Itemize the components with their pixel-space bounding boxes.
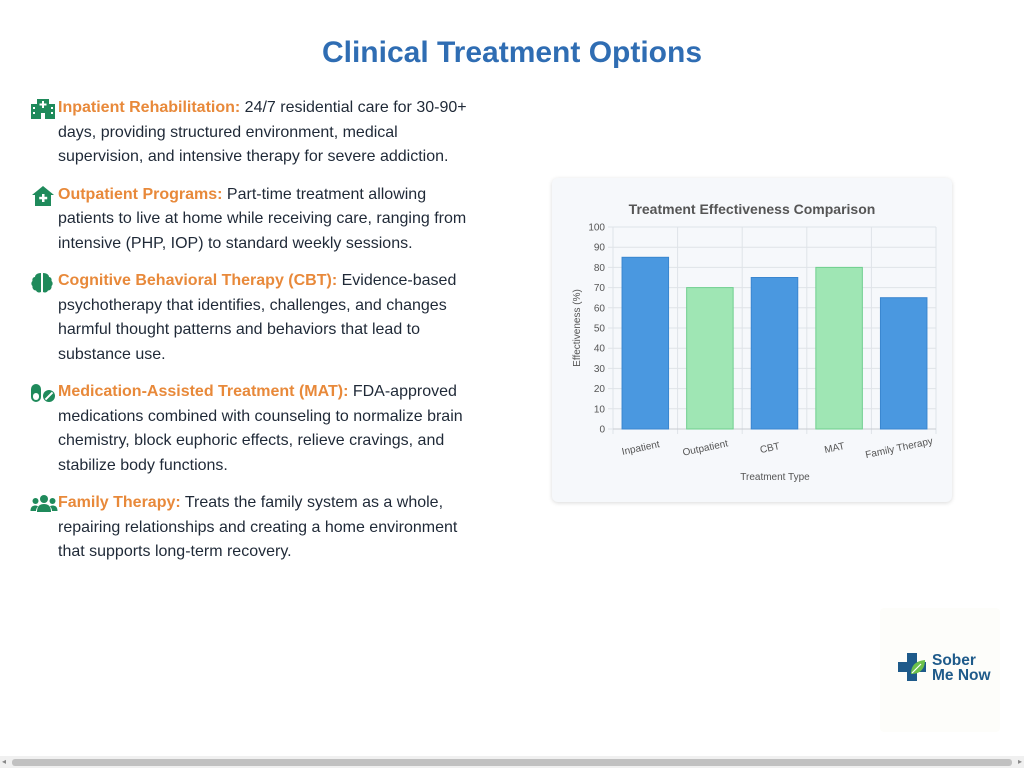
chart-x-tick-label: CBT	[759, 441, 781, 456]
option-description: Treats the family system as a whole, rep…	[58, 494, 458, 560]
option-cbt: Cognitive Behavioral Therapy (CBT): Evid…	[30, 269, 480, 367]
effectiveness-chart: Treatment Effectiveness Comparison Effec…	[572, 201, 937, 483]
chart-x-tick-label: Family Therapy	[864, 436, 934, 461]
scroll-left-arrow-icon[interactable]: ◂	[2, 757, 7, 766]
chart-y-tick-label: 0	[599, 425, 605, 436]
chart-y-tick-label: 80	[594, 263, 606, 274]
chart-y-axis-label: Effectiveness (%)	[572, 289, 583, 367]
logo-line1: Sober	[932, 652, 976, 669]
treatment-options-list: Inpatient Rehabilitation: 24/7 residenti…	[30, 96, 480, 578]
brain-icon	[30, 271, 58, 295]
chart-bar-mat	[815, 266, 863, 430]
chart-bars	[621, 256, 928, 430]
chart-y-tick-label: 40	[594, 344, 606, 355]
option-title: Cognitive Behavioral Therapy (CBT):	[58, 272, 338, 289]
chart-y-tick-label: 100	[588, 223, 605, 234]
option-title: Medication-Assisted Treatment (MAT):	[58, 383, 349, 400]
medical-cross-leaf-icon	[897, 652, 929, 689]
chart-y-tick-label: 10	[594, 404, 606, 415]
chart-x-ticks: Inpatient Outpatient CBT MAT Family Therapy	[621, 436, 934, 461]
chart-bar-outpatient	[686, 287, 734, 430]
chart-x-axis-label: Treatment Type	[740, 472, 810, 483]
chart-x-tick-label: Outpatient	[682, 438, 730, 458]
chart-title: Treatment Effectiveness Comparison	[629, 201, 876, 217]
option-description: Evidence-based psychotherapy that identi…	[58, 272, 457, 363]
option-title: Outpatient Programs:	[58, 185, 223, 203]
option-title: Family Therapy:	[58, 494, 181, 511]
option-description: 24/7 residential care for 30-90+ days, p…	[58, 99, 467, 165]
page-title: Clinical Treatment Options	[321, 36, 703, 69]
option-description: Part-time treatment allowing patients to…	[58, 185, 467, 252]
chart-y-tick-label: 20	[594, 384, 606, 395]
chart-y-tick-label: 50	[594, 324, 606, 335]
chart-y-tick-label: 30	[594, 364, 606, 375]
option-title: Inpatient Rehabilitation:	[58, 99, 241, 116]
effectiveness-chart-card: Treatment Effectiveness Comparison Effec…	[552, 178, 952, 502]
chart-y-tick-label: 70	[594, 283, 606, 294]
hospital-icon	[30, 98, 58, 120]
option-outpatient: Outpatient Programs: Part-time treatment…	[30, 183, 480, 257]
sober-me-now-logo: Sober Me Now	[880, 608, 1000, 732]
people-icon	[30, 493, 58, 515]
option-description: FDA-approved medications combined with c…	[58, 383, 463, 474]
chart-y-tick-label: 90	[594, 243, 606, 254]
chart-x-tick-label: Inpatient	[621, 439, 661, 458]
option-family: Family Therapy: Treats the family system…	[30, 491, 480, 565]
chart-bar-inpatient	[621, 256, 670, 430]
horizontal-scrollbar[interactable]: ◂ ▸	[0, 756, 1024, 768]
chart-y-tick-label: 60	[594, 303, 606, 314]
logo-line2: Me Now	[932, 667, 991, 684]
option-mat: Medication-Assisted Treatment (MAT): FDA…	[30, 380, 480, 478]
option-inpatient: Inpatient Rehabilitation: 24/7 residenti…	[30, 96, 480, 170]
chart-y-ticks: 0 10 20 30 40 50 60 70 80 90 100	[588, 223, 605, 436]
chart-x-tick-label: MAT	[823, 441, 845, 456]
house-medical-icon	[30, 185, 58, 207]
scrollbar-thumb[interactable]	[12, 759, 1012, 766]
scroll-right-arrow-icon[interactable]: ▸	[1017, 757, 1022, 766]
chart-bar-cbt	[750, 277, 799, 430]
chart-bar-family-therapy	[879, 297, 928, 430]
pills-icon	[30, 382, 58, 404]
